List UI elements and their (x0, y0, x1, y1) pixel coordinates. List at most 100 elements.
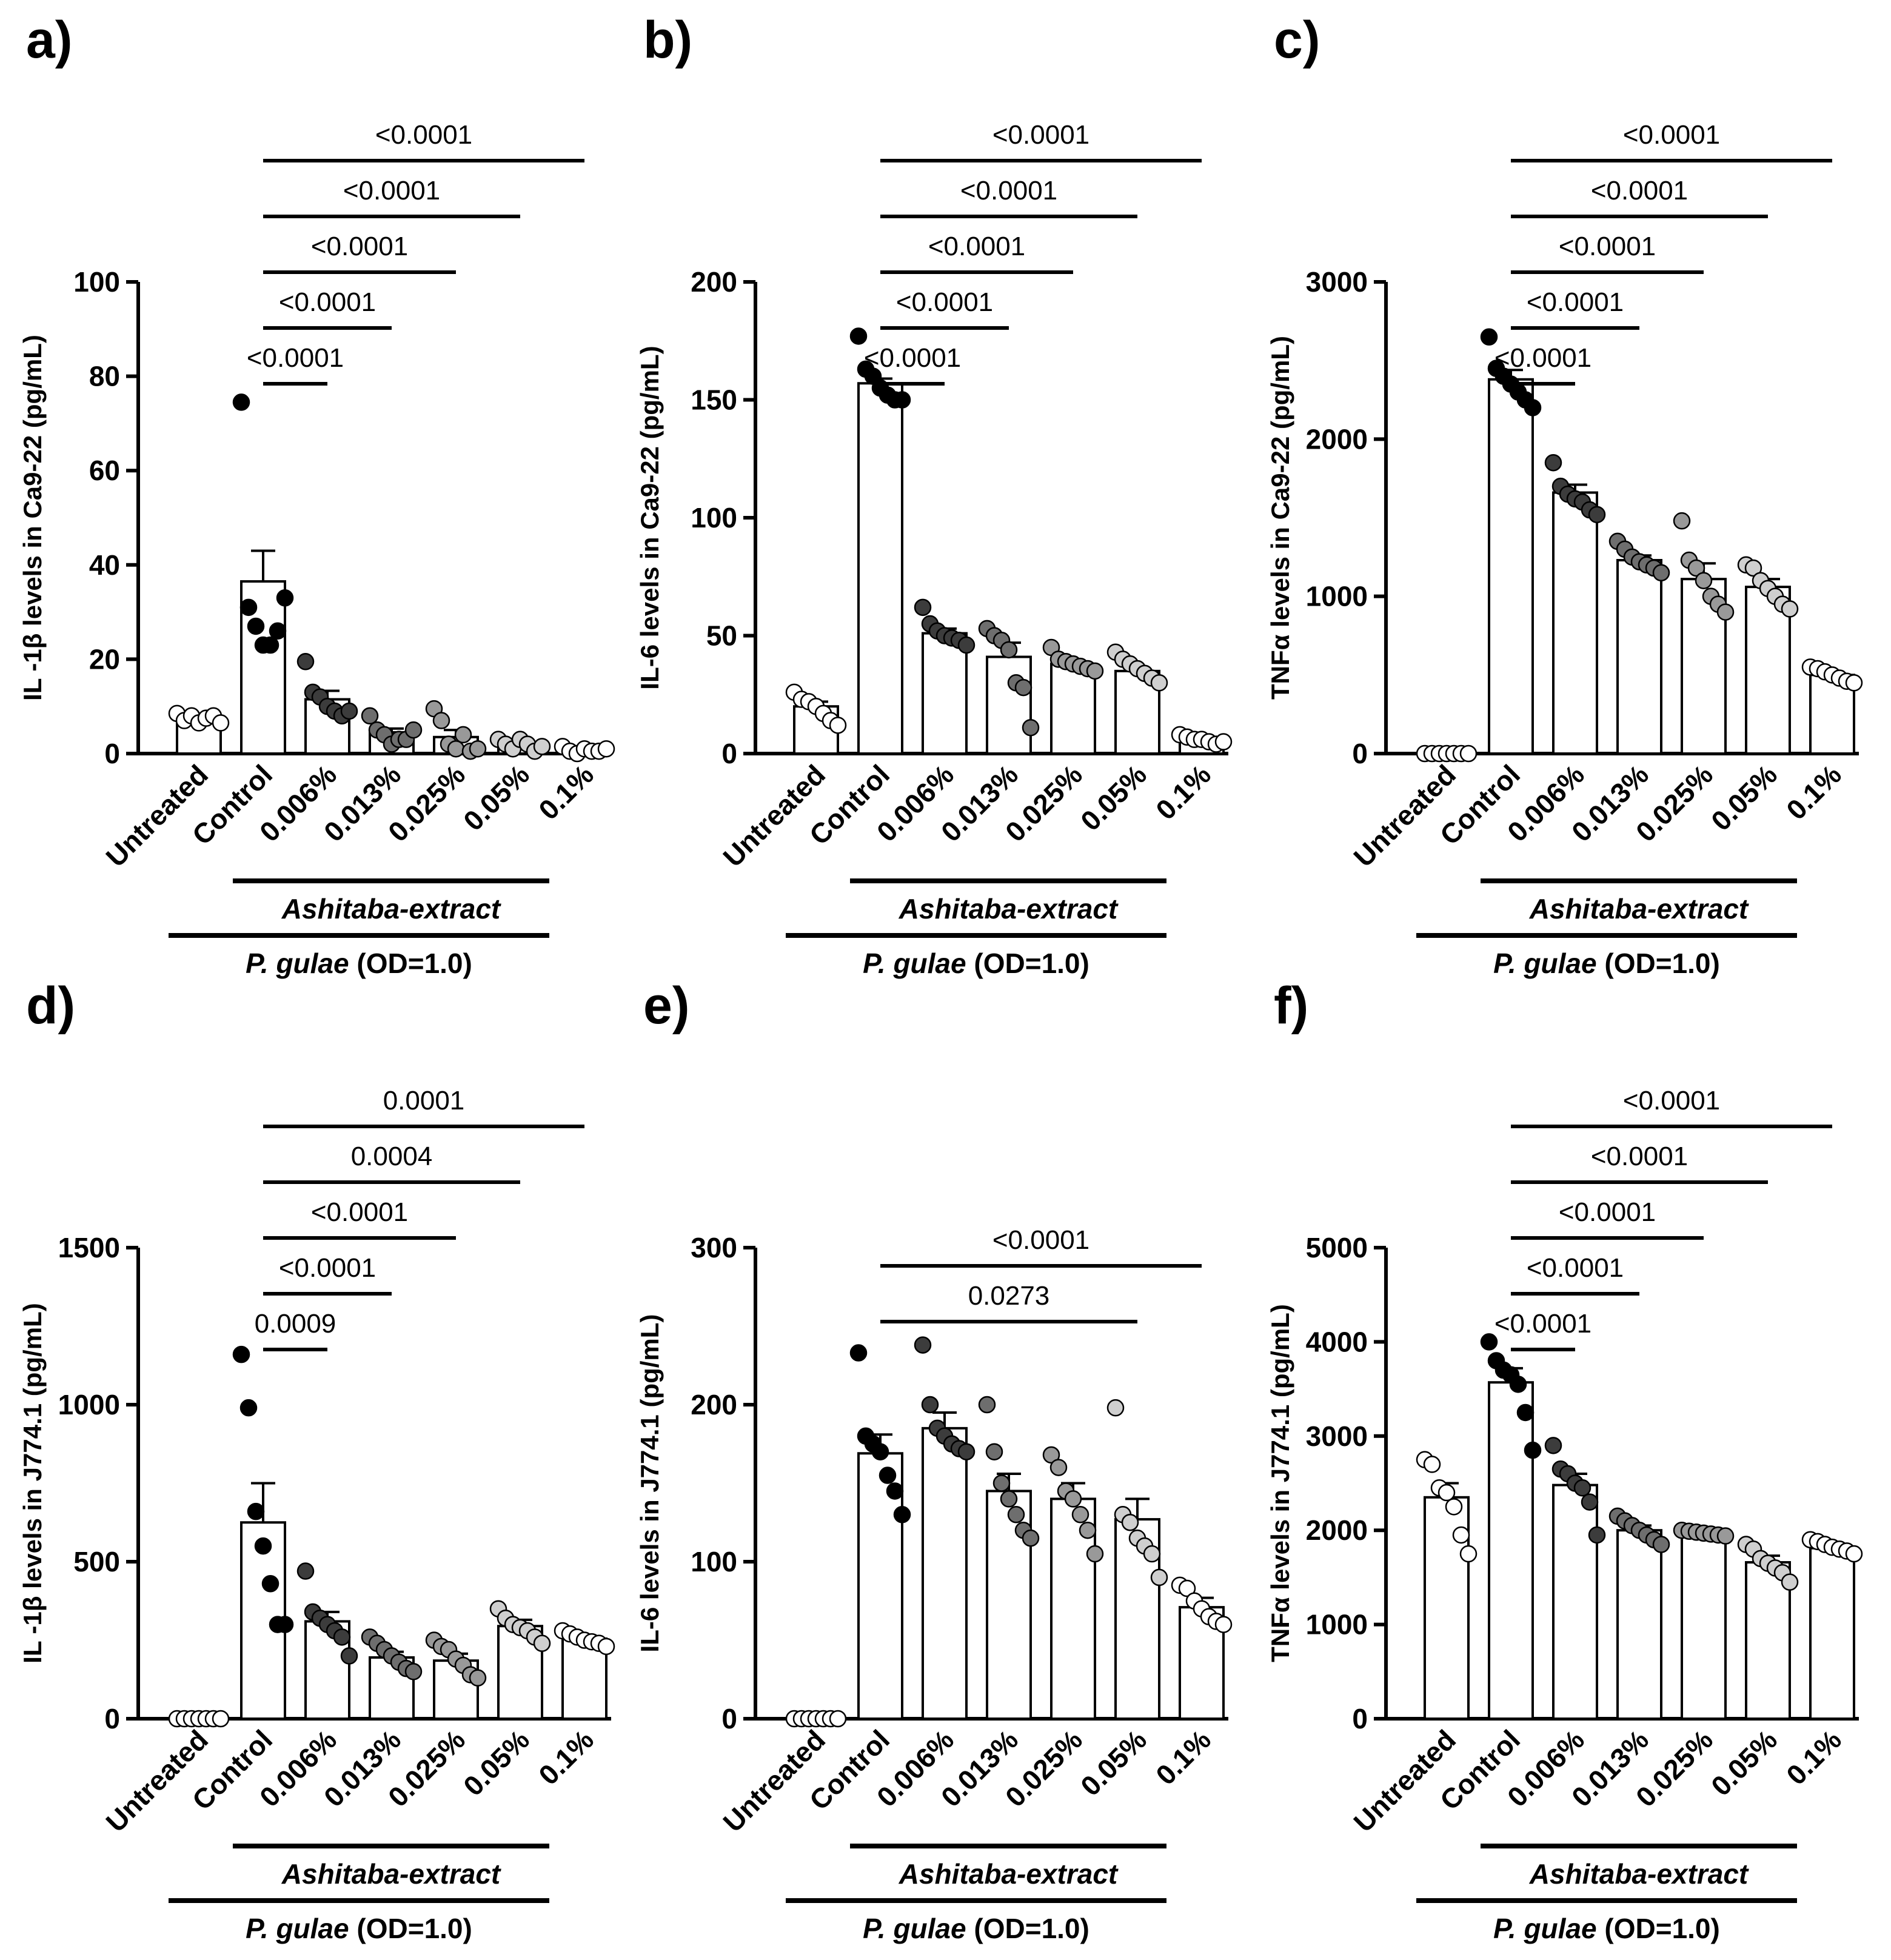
data-point (1544, 1437, 1562, 1454)
y-tick-label: 200 (691, 1389, 737, 1420)
bacteria-group-label: P. gulae (OD=1.0) (1493, 1913, 1720, 1944)
data-point (1178, 1579, 1196, 1597)
data-point (1524, 399, 1542, 416)
data-point (533, 1634, 551, 1652)
data-point (261, 636, 279, 654)
bar (857, 382, 903, 755)
significance-label: 0.0001 (383, 1086, 465, 1115)
data-point (1845, 674, 1863, 692)
y-tick-label: 2000 (1306, 423, 1368, 455)
bacteria-condition: (OD=1.0) (349, 948, 472, 979)
bacteria-group-label: P. gulae (OD=1.0) (246, 1913, 472, 1944)
x-tick-label: Untreated (99, 1724, 214, 1838)
data-point (247, 617, 265, 635)
extract-group-label: Ashitaba-extract (281, 1858, 501, 1890)
y-axis-label: IL -1β levels in J774.1 (pg/mL) (18, 1303, 47, 1663)
data-point (1516, 1403, 1535, 1422)
x-tick-label: 0.05% (457, 758, 535, 837)
bacteria-name: P. gulae (863, 948, 966, 979)
data-point (296, 1562, 315, 1580)
x-tick-label: 0.05% (1074, 1724, 1153, 1802)
data-point (239, 598, 258, 617)
bacteria-group-label: P. gulae (OD=1.0) (863, 1913, 1089, 1944)
data-point (1652, 564, 1670, 582)
panel-c: c) 0 1000 2000 3000 TNFα levels in Ca9-22 (pg… (1266, 11, 1863, 979)
data-point (1588, 1526, 1606, 1544)
y-tick-label: 0 (1352, 1703, 1368, 1734)
data-point (1049, 1459, 1068, 1476)
panel-e: e) 0 100 200 300 IL-6 levels in J774.1 (pg/mL… (635, 977, 1233, 1944)
data-point (447, 740, 465, 758)
data-point (829, 1710, 847, 1728)
significance-label: <0.0001 (375, 120, 472, 150)
data-point (254, 1537, 272, 1555)
x-tick-label: 0.1% (1780, 1724, 1847, 1791)
significance-label: <0.0001 (1494, 1309, 1591, 1339)
y-axis-label: IL -1β levels in Ca9-22 (pg/mL) (18, 335, 47, 701)
y-axis-label: IL-6 levels in Ca9-22 (pg/mL) (635, 346, 664, 689)
bacteria-name: P. gulae (1493, 948, 1596, 979)
data-point (1581, 1493, 1599, 1511)
data-point (914, 1336, 932, 1354)
bar (922, 632, 968, 755)
x-tick-label: Untreated (1347, 758, 1462, 873)
bacteria-group-label: P. gulae (OD=1.0) (246, 948, 472, 979)
extract-group-label: Ashitaba-extract (281, 893, 501, 925)
data-point (849, 1344, 868, 1362)
data-point (1106, 1399, 1125, 1417)
data-point (1781, 1573, 1799, 1591)
data-point (469, 1669, 487, 1687)
data-point (1086, 662, 1104, 680)
data-point (361, 707, 379, 725)
bar (1681, 1531, 1727, 1721)
data-point (1086, 1545, 1104, 1563)
y-tick-label: 100 (691, 1546, 737, 1577)
data-point (1544, 453, 1562, 472)
y-tick-label: 3000 (1306, 1420, 1368, 1452)
x-tick-label: Untreated (1347, 1724, 1462, 1838)
data-point (432, 712, 450, 729)
bar (1745, 1561, 1791, 1720)
bar (1050, 663, 1096, 755)
significance-label: <0.0001 (1527, 287, 1624, 317)
y-axis-label: TNFα levels in J774.1 (pg/mL) (1266, 1304, 1294, 1662)
data-point (1000, 1490, 1018, 1508)
panel-letter: d) (26, 977, 75, 1035)
y-tick-label: 1000 (1306, 1609, 1368, 1641)
significance-label: <0.0001 (343, 176, 440, 206)
bar (1488, 1381, 1534, 1720)
data-point (985, 1443, 1003, 1460)
data-point (1022, 718, 1040, 737)
data-point (1459, 1545, 1478, 1563)
data-point (1687, 559, 1705, 577)
extract-group-label: Ashitaba-extract (1529, 893, 1749, 925)
significance-label: <0.0001 (1591, 176, 1688, 206)
y-tick-label: 1500 (58, 1232, 120, 1263)
data-point (1480, 1333, 1498, 1351)
x-tick-label: 0.05% (1705, 758, 1783, 837)
y-axis-label: IL-6 levels in J774.1 (pg/mL) (635, 1314, 664, 1653)
data-point (1716, 603, 1735, 621)
data-point (1423, 1456, 1441, 1473)
significance-label: <0.0001 (864, 343, 961, 373)
bar (1616, 1529, 1662, 1720)
data-point (404, 721, 423, 739)
panel-letter: e) (643, 977, 689, 1035)
significance-label: <0.0001 (279, 287, 376, 317)
y-tick-label: 0 (104, 1703, 120, 1734)
panel-letter: a) (26, 11, 72, 69)
y-tick-label: 80 (89, 361, 120, 392)
y-tick-label: 5000 (1306, 1232, 1368, 1263)
data-point (921, 1396, 939, 1414)
significance-label: <0.0001 (1559, 232, 1656, 261)
data-point (1437, 1483, 1456, 1502)
data-point (247, 1502, 265, 1520)
data-point (1845, 1545, 1863, 1563)
y-tick-label: 500 (73, 1546, 120, 1577)
data-point (1716, 1527, 1735, 1545)
y-tick-label: 0 (721, 1703, 737, 1734)
significance-label: <0.0001 (896, 287, 993, 317)
data-point (1573, 1479, 1591, 1497)
data-point (1673, 512, 1691, 530)
